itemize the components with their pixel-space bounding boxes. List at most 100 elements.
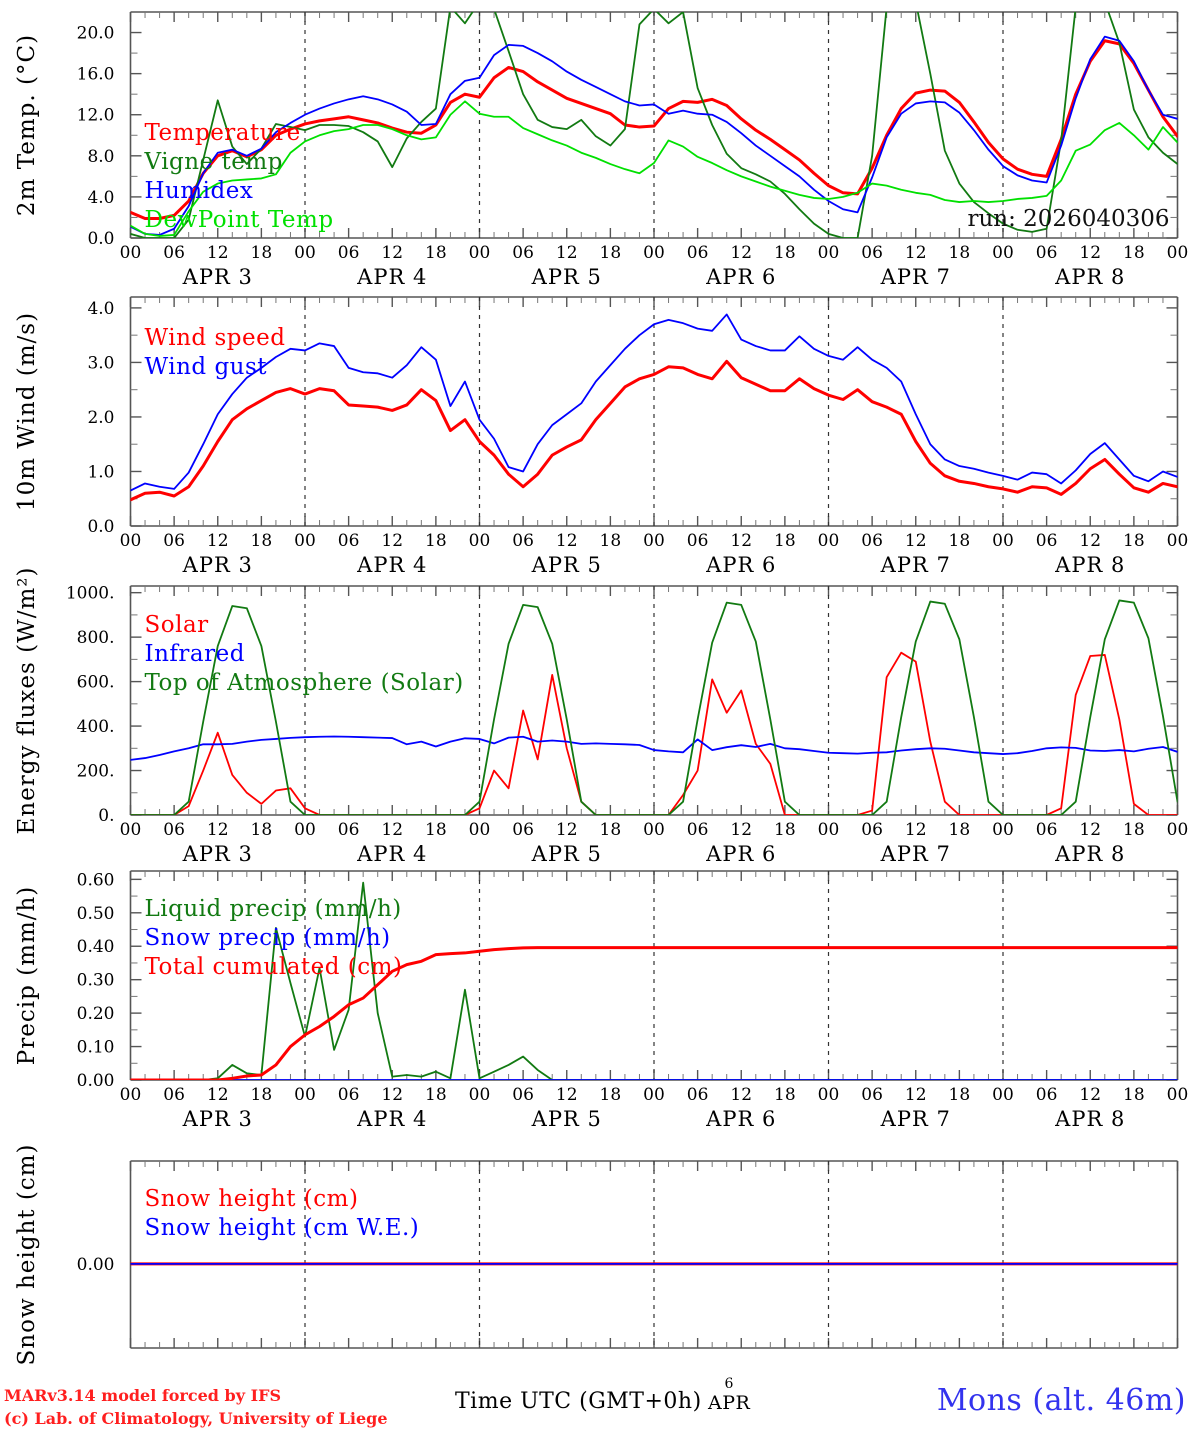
x-tick-label: 00 [643,1085,665,1105]
x-day-label: APR 6 [705,553,776,577]
x-tick-label: 00 [992,531,1014,551]
x-tick-label: 06 [687,820,709,840]
x-tick-label: 06 [338,1085,360,1105]
series-line [130,100,1178,237]
x-tick-label: 12 [381,243,403,263]
footer-day-marker: 6 APR [708,1377,750,1414]
y-tick-label: 0. [98,806,114,826]
y-tick-label: 200. [77,762,115,782]
y-tick-label: 4.0 [87,188,114,208]
series-line [130,39,1178,220]
y-tick-label: 0.10 [77,1038,115,1058]
x-day-label: APR 5 [531,553,602,577]
x-tick-label: 00 [294,820,316,840]
series-line [130,35,1178,236]
y-tick-label: 1000. [66,584,115,604]
x-tick-label: 18 [1123,531,1145,551]
x-tick-label: 18 [1123,1085,1145,1105]
panel-temperature: 0.0 4.0 8.0 12.0 16.0 20.0 2m Temp. (°C) Temper… [14,11,1188,289]
time-axis-label: Time UTC (GMT+0h) [455,1389,702,1414]
x-tick-label: 12 [730,820,752,840]
legend-entry: Liquid precip (mm/h) [145,896,402,922]
x-tick-label: 18 [774,820,796,840]
x-tick-label: 06 [861,531,883,551]
y-tick-label: 800. [77,628,115,648]
x-tick-label: 00 [643,820,665,840]
y-tick-label: 0.30 [77,971,115,991]
x-day-label: APR 6 [705,842,776,866]
y-tick-label: 12.0 [77,106,115,126]
x-tick-label: 12 [381,1085,403,1105]
x-tick-label: 12 [556,243,578,263]
legend-entry: Vigne temp [144,149,283,175]
x-tick-label: 00 [818,531,840,551]
x-tick-label: 00 [992,243,1014,263]
x-tick-label: 06 [1036,243,1058,263]
x-tick-label: 18 [600,243,622,263]
x-day-label: APR 7 [880,265,951,289]
x-tick-label: 18 [251,531,273,551]
x-tick-label: 18 [1123,820,1145,840]
x-tick-label: 18 [425,820,447,840]
y-tick-label: 16.0 [77,65,115,85]
x-tick-label: 00 [469,820,491,840]
x-tick-label: 06 [338,531,360,551]
legend-entry: Humidex [145,178,254,204]
x-tick-label: 12 [381,820,403,840]
x-day-label: APR 8 [1054,553,1125,577]
panel-energy_fluxes: 0. 200. 400. 600. 800. 1000. Energy fluxes (W/… [14,567,1188,866]
x-tick-label: 18 [1123,243,1145,263]
y-axis-title: 2m Temp. (°C) [14,34,40,216]
x-tick-label: 12 [1079,243,1101,263]
x-day-label: APR 3 [182,842,253,866]
x-tick-label: 12 [207,531,229,551]
x-tick-label: 12 [556,820,578,840]
x-tick-label: 00 [1167,531,1189,551]
x-tick-label: 18 [600,820,622,840]
x-tick-label: 18 [949,531,971,551]
x-day-label: APR 8 [1054,842,1125,866]
x-tick-label: 12 [207,243,229,263]
x-day-label: APR 8 [1054,1107,1125,1131]
x-tick-label: 12 [207,1085,229,1105]
x-tick-label: 12 [381,531,403,551]
x-tick-label: 12 [730,243,752,263]
y-tick-label: 600. [77,673,115,693]
y-tick-label: 0.0 [87,229,114,249]
x-tick-label: 06 [687,531,709,551]
series-line [130,946,1178,1080]
model-credit: MARv3.14 model forced by IFS (c) Lab. of… [4,1384,388,1430]
x-day-label: APR 4 [356,1107,427,1131]
x-tick-label: 18 [949,1085,971,1105]
x-tick-label: 00 [1167,820,1189,840]
x-tick-label: 06 [687,1085,709,1105]
x-day-label: APR 7 [880,842,951,866]
x-tick-label: 06 [1036,531,1058,551]
legend-entry: Snow height (cm) [145,1186,359,1212]
x-tick-label: 12 [1079,531,1101,551]
x-tick-label: 06 [512,1085,534,1105]
series-line [130,735,1178,761]
legend-entry: Snow precip (mm/h) [145,925,391,951]
x-tick-label: 00 [120,820,142,840]
x-day-label: APR 6 [705,265,776,289]
x-tick-label: 00 [818,243,840,263]
x-day-label: APR 5 [531,265,602,289]
x-tick-label: 18 [251,1085,273,1105]
x-tick-label: 12 [905,531,927,551]
x-day-label: APR 7 [880,553,951,577]
x-tick-label: 12 [905,820,927,840]
x-tick-label: 06 [861,820,883,840]
x-tick-label: 18 [774,531,796,551]
footer-day-month: APR [708,1392,751,1414]
model-credit-line1: MARv3.14 model forced by IFS [4,1385,281,1405]
x-tick-label: 06 [512,531,534,551]
x-tick-label: 06 [1036,820,1058,840]
panel-wind: 0.0 1.0 2.0 3.0 4.0 10m Wind (m/s) Wind speed W… [14,296,1189,577]
x-day-label: APR 5 [531,842,602,866]
x-tick-label: 18 [949,820,971,840]
y-axis-title: Energy fluxes (W/m²) [14,567,40,835]
x-tick-label: 12 [905,1085,927,1105]
x-tick-label: 12 [730,531,752,551]
